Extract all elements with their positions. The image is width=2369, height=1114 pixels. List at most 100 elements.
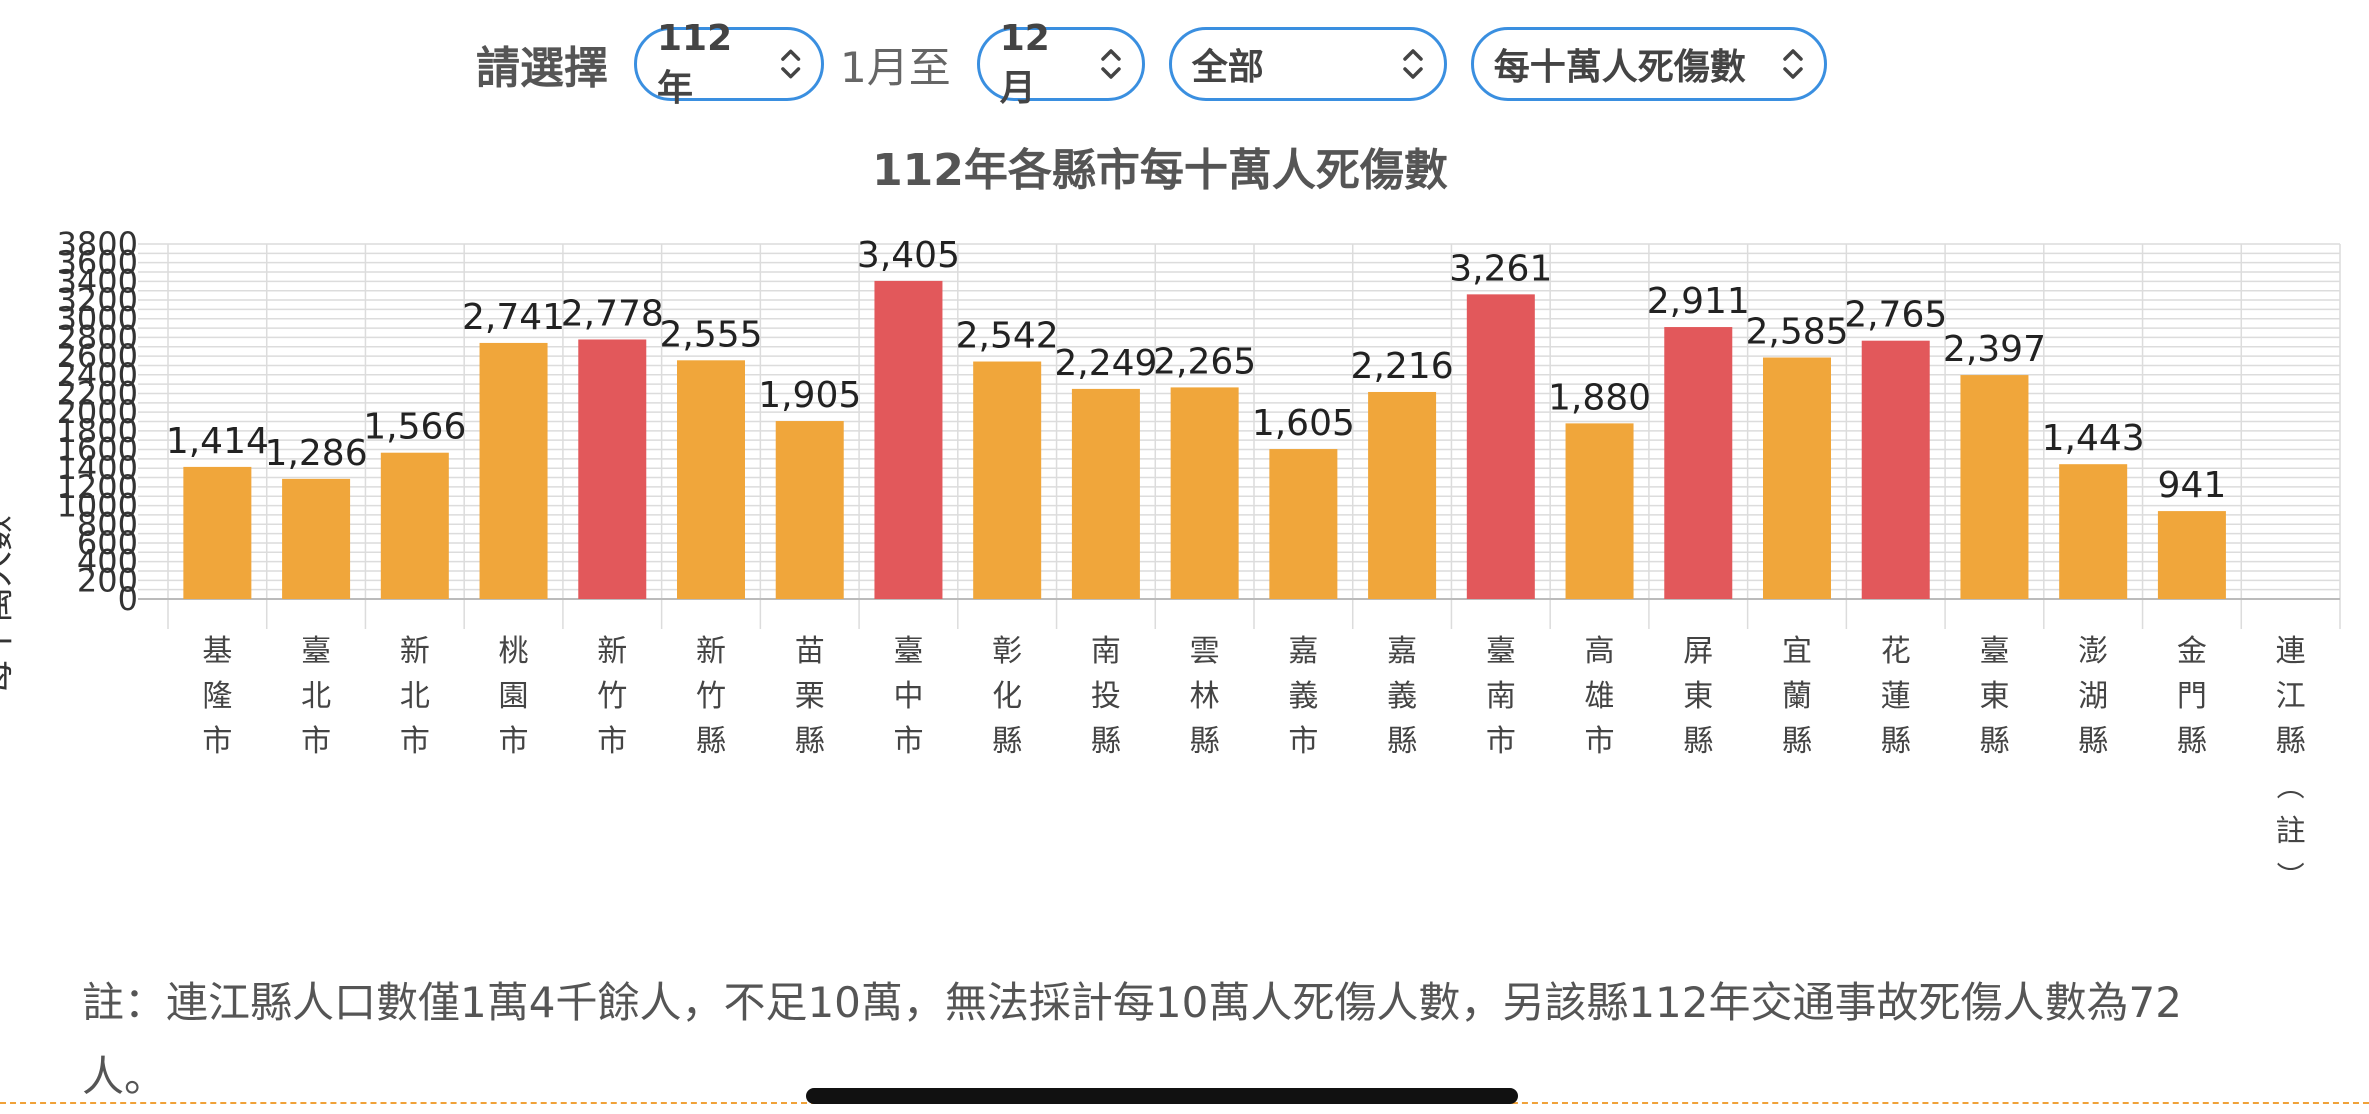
footnote: 註：連江縣人口數僅1萬4千餘人，不足10萬，無法採計每10萬人死傷人數，另該縣1… [82,978,2182,1101]
bar[interactable] [1960,375,2029,599]
from-month-text: 1月至 [840,42,951,92]
category-label: 雲林縣 [1190,634,1220,759]
data-label: 2,778 [561,293,664,334]
data-label: 1,880 [1548,377,1651,418]
data-label: 2,765 [1844,295,1947,336]
year-select-value: 112年 [657,17,733,109]
bar[interactable] [1368,391,1437,599]
bar[interactable] [2157,511,2226,599]
category-label: 南投縣 [1091,634,1121,759]
data-label: 2,741 [462,297,565,338]
category-label: 高雄市 [1585,634,1615,759]
region-select[interactable]: 全部 [1168,27,1447,101]
data-label: 941 [2158,465,2227,506]
category-label: 花蓮縣 [1881,634,1911,759]
y-tick-label: 2800 [57,318,138,356]
year-select[interactable]: 112年 [634,18,824,109]
category-label: 新竹縣 [696,634,726,759]
bar[interactable] [2059,464,2128,599]
bar[interactable] [874,280,943,599]
category-label: 澎湖縣 [2078,634,2108,759]
bar[interactable] [183,466,252,599]
bar[interactable] [1861,340,1930,599]
y-tick-label: 0 [118,580,138,618]
y-tick-label: 3800 [57,225,138,263]
category-label: 臺中市 [893,634,923,759]
category-label: 臺南市 [1486,634,1516,759]
y-tick-label: 2600 [57,337,138,375]
category-label: 彰化縣 [992,634,1022,759]
y-tick-label: 1600 [57,431,138,469]
bar[interactable] [1565,423,1634,599]
y-tick-label: 400 [77,543,138,581]
category-label: 臺東縣 [1979,634,2009,759]
y-tick-label: 1800 [57,412,138,450]
bar-chart: 112年各縣市每十萬人死傷數 每十萬人數 0200400600800100012… [0,145,2341,893]
region-select-value: 全部 [1191,47,1264,88]
bar[interactable] [380,452,449,599]
bar[interactable] [1269,449,1338,599]
data-label: 2,265 [1153,341,1256,382]
bar[interactable] [1763,357,1831,599]
data-label: 1,414 [166,421,269,462]
chart-title: 112年各縣市每十萬人死傷數 [872,145,1448,196]
bar[interactable] [578,339,647,599]
y-tick-label: 3200 [57,281,138,319]
month-select[interactable]: 12月 [976,18,1145,109]
bar[interactable] [479,342,548,599]
data-label: 1,286 [265,433,368,474]
month-select-value: 12月 [999,17,1050,109]
y-tick-label: 3000 [57,300,138,338]
data-label: 2,542 [956,316,1059,357]
data-label: 1,605 [1252,403,1355,444]
y-axis-ticks: 0200400600800100012001400160018002000220… [57,225,138,618]
chevron-up-down-icon [1101,49,1121,79]
y-tick-label: 200 [77,561,138,599]
bar[interactable] [677,360,745,599]
y-tick-label: 2200 [57,374,138,412]
bar[interactable] [282,478,351,599]
filter-bar: 請選擇 112年 1月至 12月 全部 每十萬人死傷數 [476,18,1827,109]
data-label: 2,397 [1943,329,2046,370]
data-label: 2,555 [659,314,762,355]
y-tick-label: 3600 [57,244,138,282]
bar[interactable] [973,361,1042,599]
y-tick-label: 800 [77,505,138,543]
y-tick-label: 1200 [57,468,138,506]
category-label: 嘉義市 [1288,634,1318,759]
bar[interactable] [1466,294,1535,599]
category-label: 嘉義縣 [1387,634,1417,759]
chevron-up-down-icon [780,49,800,79]
category-label: 臺北市 [301,634,331,759]
x-axis-categories: 基隆市 臺北市 新北市 桃園市 新竹市 新竹縣 苗栗縣 臺中市 彰化縣 南投縣 雲林縣 嘉義市 嘉義縣 臺… [202,634,2305,893]
y-tick-label: 1000 [57,487,138,525]
bar[interactable] [1664,327,1733,599]
data-label: 2,249 [1054,343,1157,384]
category-label: 新北市 [400,634,430,759]
chevron-up-down-icon [1782,49,1803,79]
data-label: 1,566 [363,407,466,448]
bar[interactable] [1170,387,1239,599]
y-tick-label: 2400 [57,356,138,394]
data-label: 3,405 [857,235,960,276]
y-tick-label: 600 [77,524,138,562]
filter-label: 請選擇 [476,43,608,94]
category-label: 宜蘭縣 [1782,634,1812,759]
category-label: 基隆市 [202,634,232,759]
category-label: 桃園市 [499,634,529,759]
bar[interactable] [1071,388,1140,599]
category-label: 屏東縣 [1683,634,1713,759]
y-axis-label: 每十萬人數 [0,515,17,695]
category-label: 連江縣︵註︶ [2276,634,2306,893]
metric-select[interactable]: 每十萬人死傷數 [1470,27,1827,101]
chevron-up-down-icon [1402,49,1423,79]
data-label: 2,216 [1351,346,1454,387]
data-label: 1,443 [2042,418,2145,459]
home-indicator [806,1088,1518,1104]
metric-select-value: 每十萬人死傷數 [1493,47,1746,88]
data-label: 1,905 [758,375,861,416]
bar[interactable] [775,421,844,599]
y-tick-label: 3400 [57,262,138,300]
category-label: 金門縣 [2177,634,2207,759]
